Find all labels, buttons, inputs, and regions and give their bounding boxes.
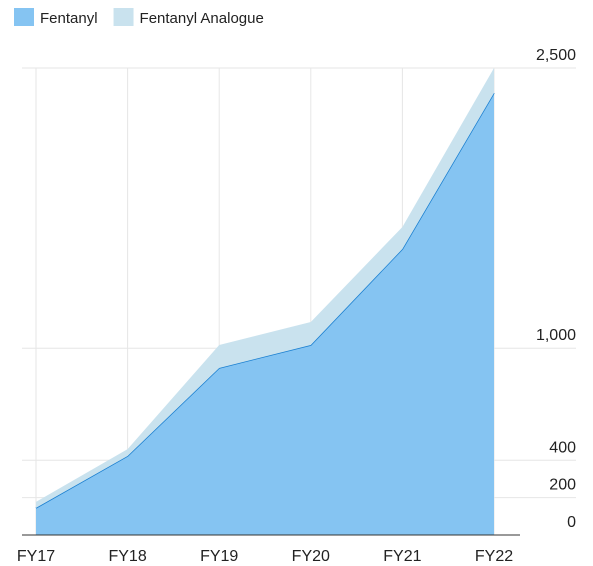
y-tick-label: 0 (567, 514, 576, 531)
y-tick-label: 200 (549, 477, 576, 494)
x-tick-label: FY22 (475, 548, 513, 565)
legend-swatch (113, 8, 134, 26)
legend-label: Fentanyl (40, 10, 98, 27)
x-tick-label: FY21 (383, 548, 421, 565)
x-tick-label: FY17 (17, 548, 55, 565)
y-tick-label: 1,000 (536, 327, 576, 344)
y-tick-label: 400 (549, 439, 576, 456)
legend-swatch (14, 8, 34, 26)
x-tick-label: FY18 (108, 548, 146, 565)
legend-label: Fentanyl Analogue (140, 10, 264, 27)
area (36, 93, 494, 536)
x-tick-label: FY19 (200, 548, 238, 565)
x-tick-label: FY20 (292, 548, 330, 565)
y-tick-label: 2,500 (536, 47, 576, 64)
